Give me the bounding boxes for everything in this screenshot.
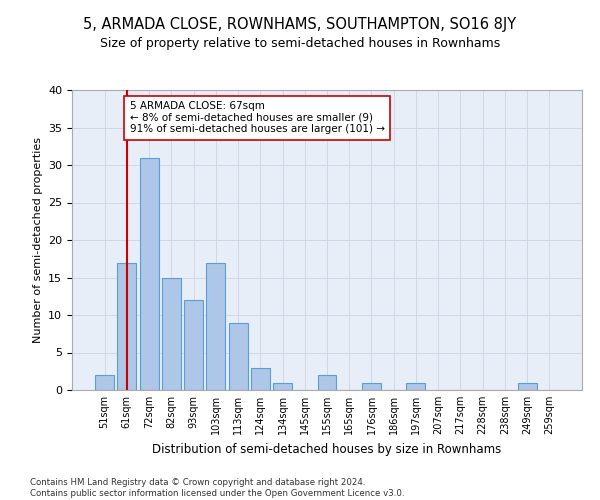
Bar <box>162 278 181 390</box>
Y-axis label: Number of semi-detached properties: Number of semi-detached properties <box>32 137 43 343</box>
Bar <box>184 300 203 390</box>
Bar <box>118 262 136 390</box>
Bar <box>406 382 425 390</box>
Text: Contains HM Land Registry data © Crown copyright and database right 2024.
Contai: Contains HM Land Registry data © Crown c… <box>30 478 404 498</box>
Bar <box>362 382 381 390</box>
Bar <box>229 322 248 390</box>
Bar <box>206 262 225 390</box>
Bar <box>95 375 114 390</box>
Bar <box>273 382 292 390</box>
X-axis label: Distribution of semi-detached houses by size in Rownhams: Distribution of semi-detached houses by … <box>152 442 502 456</box>
Bar <box>317 375 337 390</box>
Bar <box>251 368 270 390</box>
Text: 5 ARMADA CLOSE: 67sqm
← 8% of semi-detached houses are smaller (9)
91% of semi-d: 5 ARMADA CLOSE: 67sqm ← 8% of semi-detac… <box>130 101 385 134</box>
Text: Size of property relative to semi-detached houses in Rownhams: Size of property relative to semi-detach… <box>100 38 500 51</box>
Text: 5, ARMADA CLOSE, ROWNHAMS, SOUTHAMPTON, SO16 8JY: 5, ARMADA CLOSE, ROWNHAMS, SOUTHAMPTON, … <box>83 18 517 32</box>
Bar <box>518 382 536 390</box>
Bar <box>140 158 158 390</box>
